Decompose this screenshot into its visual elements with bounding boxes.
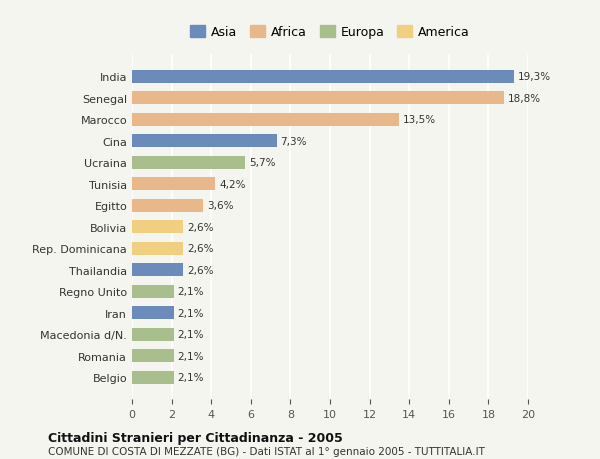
Text: 3,6%: 3,6% [207, 201, 234, 211]
Bar [132, 371, 173, 384]
Bar [132, 199, 203, 212]
Bar [132, 178, 215, 191]
Text: 7,3%: 7,3% [281, 136, 307, 146]
Text: 2,6%: 2,6% [187, 265, 214, 275]
Text: 5,7%: 5,7% [249, 158, 275, 168]
Bar [132, 263, 184, 276]
Text: 2,1%: 2,1% [178, 372, 204, 382]
Text: 2,1%: 2,1% [178, 330, 204, 339]
Text: 4,2%: 4,2% [219, 179, 245, 189]
Bar [132, 113, 400, 127]
Bar [132, 242, 184, 255]
Legend: Asia, Africa, Europa, America: Asia, Africa, Europa, America [184, 20, 476, 45]
Bar [132, 221, 184, 234]
Text: 2,1%: 2,1% [178, 351, 204, 361]
Bar [132, 328, 173, 341]
Text: COMUNE DI COSTA DI MEZZATE (BG) - Dati ISTAT al 1° gennaio 2005 - TUTTITALIA.IT: COMUNE DI COSTA DI MEZZATE (BG) - Dati I… [48, 447, 485, 456]
Bar [132, 135, 277, 148]
Bar [132, 92, 504, 105]
Text: 19,3%: 19,3% [518, 72, 551, 82]
Text: 13,5%: 13,5% [403, 115, 436, 125]
Text: 2,6%: 2,6% [187, 222, 214, 232]
Bar [132, 71, 514, 84]
Text: 18,8%: 18,8% [508, 94, 541, 104]
Text: Cittadini Stranieri per Cittadinanza - 2005: Cittadini Stranieri per Cittadinanza - 2… [48, 431, 343, 444]
Bar [132, 307, 173, 319]
Bar [132, 349, 173, 362]
Bar [132, 285, 173, 298]
Text: 2,6%: 2,6% [187, 244, 214, 254]
Text: 2,1%: 2,1% [178, 286, 204, 297]
Bar [132, 157, 245, 169]
Text: 2,1%: 2,1% [178, 308, 204, 318]
